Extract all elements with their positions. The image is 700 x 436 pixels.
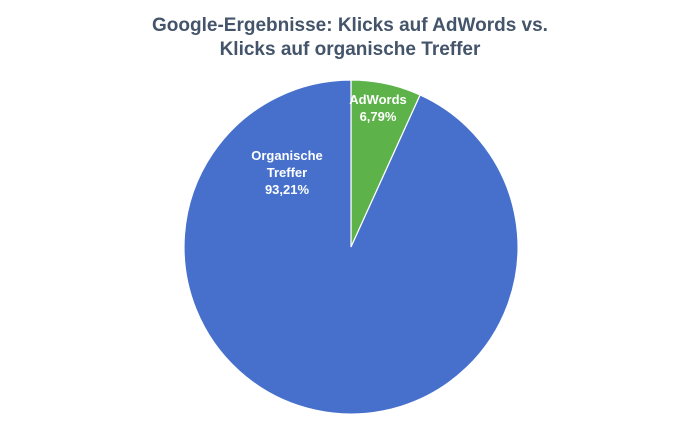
pie-slice-label-1: Organische Treffer 93,21% (251, 148, 323, 197)
pie-slices (183, 79, 519, 415)
pie-slice-1 (183, 79, 519, 415)
pie-slice-value: 6,79% (360, 109, 397, 124)
pie-slice-value: 93,21% (265, 182, 310, 197)
chart-title-line-1: Google-Ergebnisse: Klicks auf AdWords vs… (152, 15, 548, 36)
chart-title: Google-Ergebnisse: Klicks auf AdWords vs… (0, 14, 700, 62)
pie-slice-name: Treffer (267, 165, 307, 180)
pie-labels: AdWords 6,79% Organische Treffer 93,21% (251, 92, 407, 197)
pie-slice-name: AdWords (349, 92, 407, 107)
pie-slice-label-0: AdWords 6,79% (349, 92, 407, 124)
pie-slice-name: Organische (251, 148, 323, 163)
chart-title-line-2: Klicks auf organische Treffer (219, 39, 481, 60)
